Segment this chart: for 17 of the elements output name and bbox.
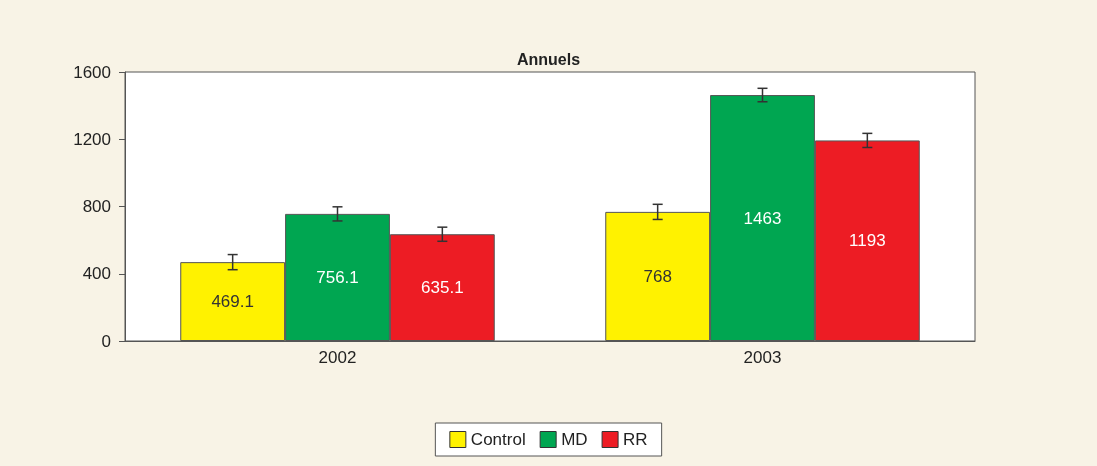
chart-title: Annuels: [516, 50, 581, 68]
legend-label: MD: [561, 430, 588, 449]
x-tick-label: 2002: [318, 348, 357, 367]
legend-label: RR: [623, 430, 648, 449]
y-tick-label: 0: [101, 331, 111, 351]
data-label: 635.1: [421, 278, 464, 298]
x-tick-label: 2003: [743, 348, 782, 367]
y-tick-label: 400: [82, 264, 111, 284]
y-tick-label: 1200: [73, 129, 111, 149]
data-label: 756.1: [316, 267, 359, 287]
data-label: 1193: [849, 231, 886, 251]
data-label: 469.1: [211, 292, 254, 312]
data-label: 768: [643, 266, 672, 286]
y-tick-label: 800: [82, 197, 111, 216]
data-label: 1463: [743, 208, 782, 228]
legend-label: Control: [470, 430, 526, 449]
y-tick-label: 1600: [73, 62, 111, 82]
